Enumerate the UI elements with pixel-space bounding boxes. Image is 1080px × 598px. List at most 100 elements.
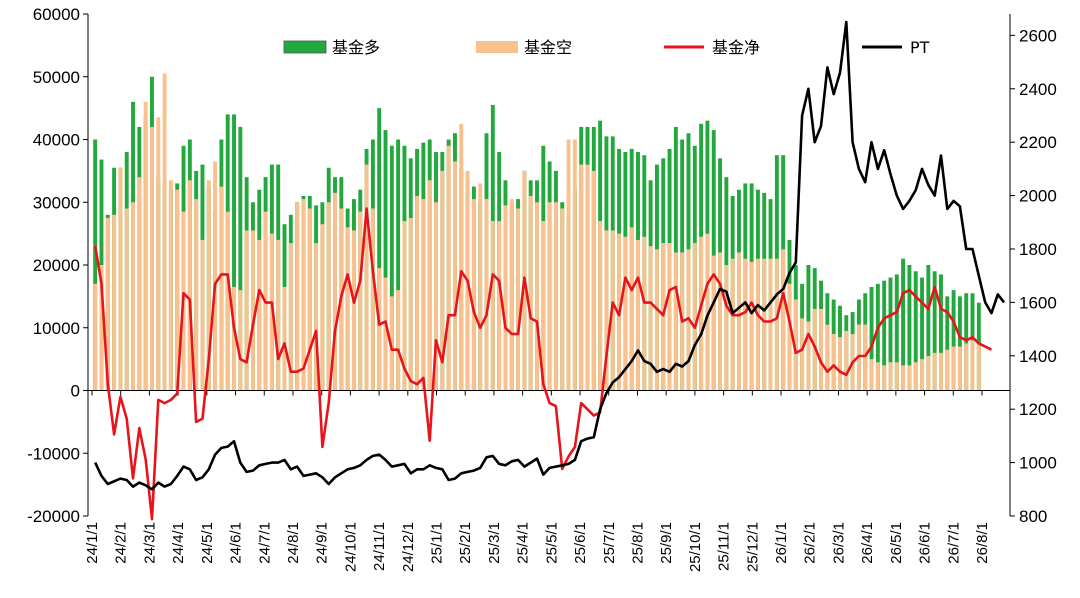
axes: -20000 -10000 0 10000 20000 30000 40000 50000 60… <box>27 5 1057 572</box>
x-tick-label: 24/9/1 <box>314 522 331 564</box>
bar-short <box>314 243 319 391</box>
x-tick-label: 24/7/1 <box>256 522 273 564</box>
bar-short <box>320 224 325 391</box>
x-tick-label: 25/12/1 <box>744 522 761 572</box>
bar-short <box>452 161 457 391</box>
bar-short <box>743 258 748 391</box>
y-left-tick-label: 40000 <box>33 131 80 150</box>
y-left-tick-label: 20000 <box>33 256 80 275</box>
legend-net: 基金净 <box>664 38 760 57</box>
legend-short-label: 基金空 <box>524 38 572 57</box>
bar-short <box>901 365 906 391</box>
bar-short <box>806 321 811 391</box>
x-tick-label: 25/1/1 <box>429 522 446 564</box>
bar-short <box>755 258 760 391</box>
bar-short <box>516 208 521 391</box>
bar-short <box>276 239 281 391</box>
bar-long <box>93 139 98 391</box>
bar-short <box>358 211 363 391</box>
bar-short <box>99 265 104 391</box>
bar-long <box>389 145 394 391</box>
bar-short <box>137 177 142 391</box>
bar-short <box>793 299 798 391</box>
bar-long <box>882 280 887 391</box>
bar-short <box>787 283 792 391</box>
y-right-tick-label: 800 <box>1019 507 1047 526</box>
bar-short <box>345 227 350 391</box>
x-tick-label: 26/3/1 <box>830 522 847 564</box>
legend-short: 基金空 <box>476 38 572 57</box>
bar-short <box>838 337 842 391</box>
bar-long <box>932 271 937 391</box>
bar-short <box>692 243 697 391</box>
bar-short <box>888 362 893 391</box>
bar-short <box>118 167 123 391</box>
bar-short <box>932 352 937 391</box>
x-tick-label: 24/1/1 <box>84 522 101 564</box>
bar-short <box>737 252 741 391</box>
bar-long <box>907 265 912 391</box>
bar-short <box>920 359 924 391</box>
x-tick-label: 25/3/1 <box>486 522 503 564</box>
bar-short <box>585 164 590 391</box>
bar-short <box>863 324 868 391</box>
bar-short <box>730 258 735 391</box>
bar-long <box>238 126 243 391</box>
bar-short <box>541 221 546 391</box>
y-right-tick-label: 1200 <box>1019 400 1057 419</box>
bar-short <box>957 346 962 391</box>
bar-short <box>642 236 647 391</box>
bar-long <box>396 139 401 391</box>
bar-short <box>200 239 205 391</box>
x-tick-label: 25/9/1 <box>658 522 675 564</box>
bar-short <box>718 252 723 391</box>
bar-short <box>699 236 704 391</box>
bar-short <box>636 239 640 391</box>
x-tick-label: 26/8/1 <box>974 522 991 564</box>
bar-short <box>421 199 426 391</box>
bar-long <box>901 258 906 391</box>
y-right-tick-label: 1600 <box>1019 293 1057 312</box>
bar-long <box>957 296 962 391</box>
bar-short <box>825 324 830 391</box>
y-left-tick-label: 60000 <box>33 5 80 24</box>
bar-short <box>478 183 483 391</box>
legend-pt: PT <box>862 38 930 57</box>
x-tick-label: 25/11/1 <box>716 522 733 571</box>
bar-short <box>768 258 773 391</box>
bar-short <box>396 290 401 391</box>
bar-short <box>667 243 672 391</box>
bar-short <box>105 217 110 391</box>
legend-net-label: 基金净 <box>712 38 760 57</box>
bar-short <box>156 117 161 391</box>
bar-short <box>749 261 754 391</box>
bar-short <box>427 180 432 391</box>
bar-short <box>301 199 306 391</box>
legend-pt-label: PT <box>910 38 930 57</box>
bar-short <box>459 123 464 391</box>
bar-short <box>553 202 558 391</box>
bar-long <box>920 277 924 391</box>
bar-short <box>484 199 489 391</box>
bar-short <box>326 202 331 391</box>
bar-short <box>124 208 129 391</box>
bar-long <box>964 293 969 391</box>
bar-short <box>219 186 224 391</box>
x-tick-label: 24/8/1 <box>285 522 302 564</box>
bar-short <box>547 202 552 391</box>
bar-short <box>194 199 199 391</box>
bar-long <box>232 114 236 391</box>
y-right-tick-label: 1400 <box>1019 347 1057 366</box>
bar-short <box>364 164 369 391</box>
x-tick-label: 26/1/1 <box>773 522 790 564</box>
legend: 基金多 基金空 基金净 PT <box>283 38 930 57</box>
bar-short <box>572 139 577 391</box>
x-tick-label: 24/12/1 <box>400 522 417 572</box>
bar-short <box>415 195 420 391</box>
x-tick-label: 25/6/1 <box>572 522 589 564</box>
bar-short <box>661 243 666 391</box>
y-right-tick-label: 2600 <box>1019 26 1057 45</box>
x-tick-label: 26/4/1 <box>859 522 876 564</box>
bar-short <box>819 308 823 391</box>
bar-short <box>244 230 249 391</box>
